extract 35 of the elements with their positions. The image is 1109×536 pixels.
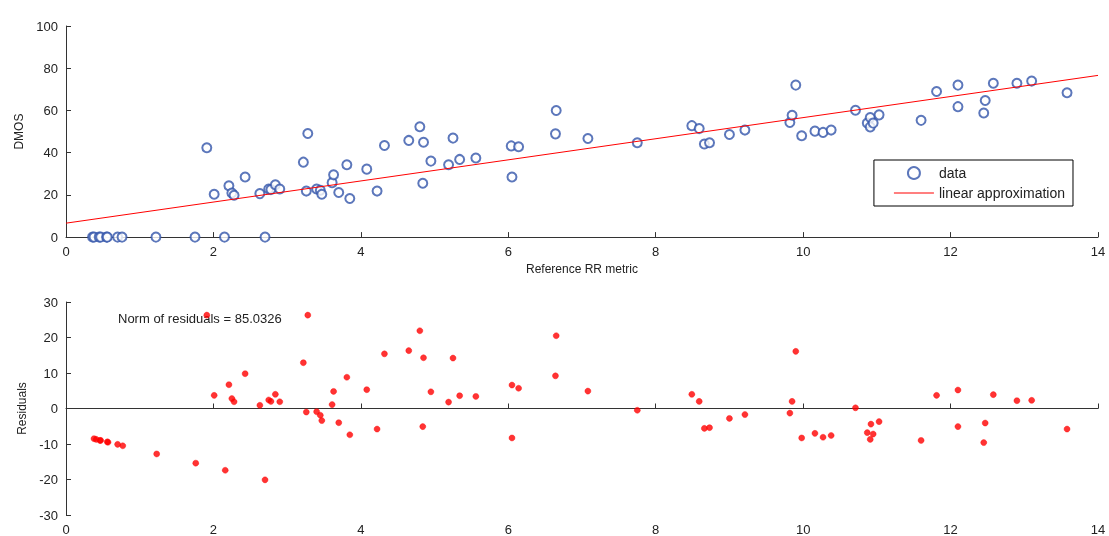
y-tick-label: 10 [43,365,58,381]
y-axis-title: Residuals [15,382,30,435]
y-tick-label: 20 [43,330,58,345]
annotation: Norm of residuals = 85.0326 [118,311,282,326]
x-tick-label: 2 [209,522,218,536]
x-tick-label: 10 [795,522,811,536]
x-tick-label: 14 [1090,522,1106,536]
x-tick-label: 8 [652,244,660,260]
y-tick-label: 80 [43,60,58,76]
y-tick-label: -20 [39,472,58,487]
x-tick-label: 12 [943,522,958,536]
x-tick-label: 14 [1090,244,1106,260]
y-tick-label: 100 [36,18,58,34]
y-tick-label: 60 [43,102,58,118]
x-tick-label: 0 [62,522,70,536]
y-tick-label: 0 [50,401,58,416]
x-axis-title: Reference RR metric [525,262,639,276]
y-tick-label: -10 [39,436,58,452]
y-tick-label: 0 [50,229,58,245]
x-tick-label: 12 [943,244,958,260]
y-tick-label: -30 [39,507,58,523]
x-tick-label: 2 [209,244,218,260]
legend-label: data [938,165,967,181]
legend-label: linear approximation [938,185,1066,201]
y-tick-label: 40 [43,145,58,161]
y-tick-label: 30 [43,294,58,310]
y-axis-title: DMOS [12,113,27,150]
x-tick-label: 4 [357,244,365,260]
x-tick-label: 8 [652,522,660,536]
x-tick-label: 6 [504,522,512,536]
x-tick-label: 10 [795,244,811,260]
x-tick-label: 6 [504,244,512,260]
x-tick-label: 4 [357,522,365,536]
y-tick-label: 20 [43,187,58,203]
x-tick-label: 0 [62,244,70,260]
